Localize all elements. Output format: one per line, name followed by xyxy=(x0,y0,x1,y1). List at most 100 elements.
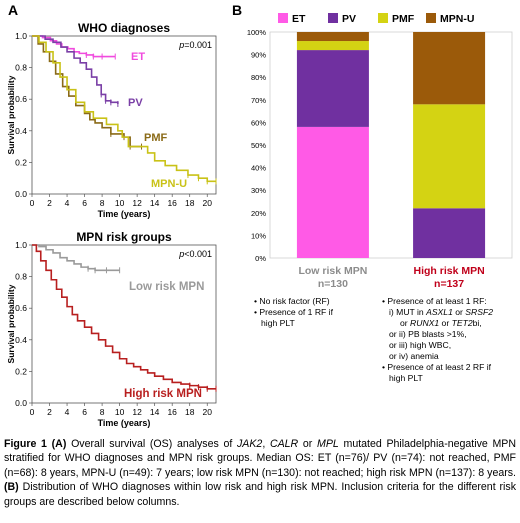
y-tick-label: 0.0 xyxy=(15,398,27,408)
legend-swatch-pmf xyxy=(378,13,388,23)
series-label: MPN-U xyxy=(151,178,187,190)
y-tick-label: 1.0 xyxy=(15,31,27,41)
high-risk-criterion: Presence of at least 1 RF: xyxy=(382,296,518,307)
y-tick-label: 0.8 xyxy=(15,272,27,282)
x-tick-label: 2 xyxy=(47,198,52,208)
high-risk-criterion: i) MUT in ASXL1 or SRSF2 xyxy=(389,307,493,317)
x-tick-label: 20 xyxy=(203,198,213,208)
x-tick-label: 4 xyxy=(65,198,70,208)
series-label: ET xyxy=(131,51,145,63)
x-tick-label: 2 xyxy=(47,407,52,417)
bar-segment-pv xyxy=(413,208,486,258)
high-risk-criteria: Presence of at least 1 RF: i) MUT in ASX… xyxy=(382,296,518,384)
y-axis-label: Survival probability xyxy=(6,75,16,154)
series-label: PMF xyxy=(144,132,168,144)
y-tick-label: 70% xyxy=(251,96,266,105)
chart-title: MPN risk groups xyxy=(76,230,172,244)
x-tick-label: 16 xyxy=(167,198,177,208)
survival-curve-low-risk-mpn xyxy=(32,244,120,272)
x-tick-label: 18 xyxy=(185,198,195,208)
survival-curve-high-risk-mpn xyxy=(32,244,216,390)
chart-title: WHO diagnoses xyxy=(78,21,170,35)
y-tick-label: 0.2 xyxy=(15,366,27,376)
y-tick-label: 60% xyxy=(251,118,266,127)
x-tick-label: 8 xyxy=(100,198,105,208)
panel-label-b: B xyxy=(232,2,243,18)
legend-label: MPN-U xyxy=(440,13,474,25)
figure-caption: Figure 1 (A) Overall survival (OS) analy… xyxy=(4,438,516,508)
y-tick-label: 50% xyxy=(251,141,266,150)
category-n-label: n=137 xyxy=(434,278,464,290)
category-n-label: n=130 xyxy=(318,278,348,290)
y-tick-label: 100% xyxy=(247,28,267,37)
x-tick-label: 0 xyxy=(30,407,35,417)
category-label: Low risk MPN xyxy=(298,265,367,277)
y-tick-label: 0.6 xyxy=(15,94,27,104)
y-tick-label: 0.6 xyxy=(15,303,27,313)
y-tick-label: 20% xyxy=(251,209,266,218)
survival-curve-pv xyxy=(32,35,119,104)
high-risk-criterion: or ii) PB blasts >1%, xyxy=(389,329,467,339)
bar-segment-mpn-u xyxy=(296,32,369,42)
x-tick-label: 18 xyxy=(185,407,195,417)
x-tick-label: 4 xyxy=(65,407,70,417)
high-risk-criterion: high PLT xyxy=(389,373,423,383)
x-tick-label: 10 xyxy=(115,407,125,417)
x-tick-label: 16 xyxy=(167,407,177,417)
plot-frame xyxy=(31,35,217,195)
bar-segment-pmf xyxy=(296,41,369,51)
x-tick-label: 14 xyxy=(150,407,160,417)
low-risk-criterion: No risk factor (RF) xyxy=(254,296,374,307)
survival-curve-mpn-u xyxy=(32,35,216,183)
low-risk-criterion: Presence of 1 RF if xyxy=(254,307,374,318)
y-tick-label: 0.2 xyxy=(15,157,27,167)
x-tick-label: 8 xyxy=(100,407,105,417)
legend-swatch-pv xyxy=(328,13,338,23)
bar-segment-mpn-u xyxy=(413,32,486,105)
x-axis-label: Time (years) xyxy=(98,209,151,219)
plot-frame xyxy=(31,244,217,404)
high-risk-criterion: Presence of at least 2 RF if xyxy=(382,362,518,373)
y-tick-label: 90% xyxy=(251,51,266,60)
y-axis-label: Survival probability xyxy=(6,284,16,363)
km-chart-who-diagnoses: WHO diagnoses p=0.001 0 2 4 6 8 10 12 14 16 18 20 0.0… xyxy=(6,21,217,219)
legend-swatch-mpn-u xyxy=(426,13,436,23)
y-tick-label: 30% xyxy=(251,186,266,195)
y-tick-label: 40% xyxy=(251,164,266,173)
series-label: High risk MPN xyxy=(124,388,202,400)
legend-swatch-et xyxy=(278,13,288,23)
y-tick-label: 0.8 xyxy=(15,63,27,73)
bar-segment-pv xyxy=(296,50,369,127)
km-chart-risk-groups: MPN risk groups p<0.001 0 2 4 6 8 10 12 14 16 18 20 0… xyxy=(6,230,217,428)
plot-frame xyxy=(269,31,513,259)
x-tick-label: 6 xyxy=(82,407,87,417)
y-tick-label: 1.0 xyxy=(15,240,27,250)
x-tick-label: 12 xyxy=(132,198,142,208)
x-tick-label: 20 xyxy=(203,407,213,417)
x-tick-label: 0 xyxy=(30,198,35,208)
x-tick-label: 12 xyxy=(132,407,142,417)
y-tick-label: 0.0 xyxy=(15,189,27,199)
y-tick-label: 80% xyxy=(251,73,266,82)
legend-label: PV xyxy=(342,13,356,25)
low-risk-criteria: No risk factor (RF) Presence of 1 RF if … xyxy=(254,296,374,329)
high-risk-criterion: or iii) high WBC, xyxy=(389,340,452,350)
y-tick-label: 0% xyxy=(255,254,266,263)
y-tick-label: 0.4 xyxy=(15,126,27,136)
p-value: p=0.001 xyxy=(178,40,212,50)
stacked-bar-chart: 0% 10% 20% 30% 40% 50% 60% 70% 80% 90% 100% ET PV PMF… xyxy=(247,13,513,290)
low-risk-criterion: high PLT xyxy=(261,318,295,328)
bar-segment-et xyxy=(296,126,369,258)
x-axis-label: Time (years) xyxy=(98,418,151,428)
legend-label: ET xyxy=(292,13,306,25)
legend-label: PMF xyxy=(392,13,415,25)
series-label: PV xyxy=(128,97,143,109)
category-label: High risk MPN xyxy=(413,265,484,277)
high-risk-criterion: or RUNX1 or TET2bi, xyxy=(400,318,482,328)
x-tick-label: 10 xyxy=(115,198,125,208)
panel-label-a: A xyxy=(8,2,19,18)
y-tick-label: 10% xyxy=(251,231,266,240)
y-tick-label: 0.4 xyxy=(15,335,27,345)
x-tick-label: 14 xyxy=(150,198,160,208)
high-risk-criterion: or iv) anemia xyxy=(389,351,439,361)
